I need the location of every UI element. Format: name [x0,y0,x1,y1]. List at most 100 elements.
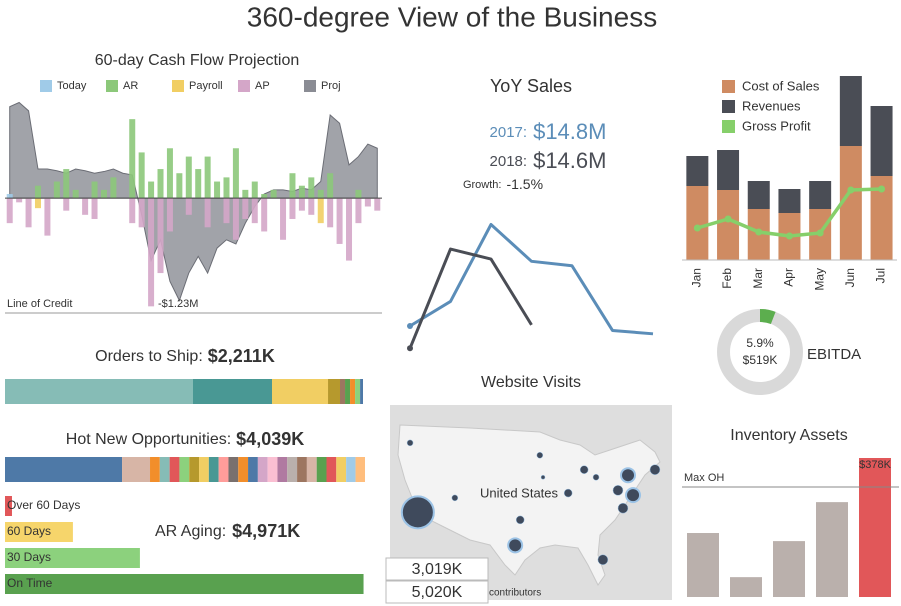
cash-bar [204,198,211,228]
legend-swatch [722,80,735,93]
cash-bar [346,198,353,261]
aging-label: On Time [7,576,53,590]
cash-bar [100,189,107,199]
segment [336,457,347,482]
donut-amount: $519K [743,353,778,367]
profit-point [693,224,701,232]
visit-bubble [579,465,589,474]
cash-bar [327,173,334,199]
donut-arc [759,309,776,325]
inventory-bar [859,458,891,597]
cash-bar [195,169,202,199]
section-title-label: AR Aging: [155,523,226,540]
cash-bar [317,189,324,199]
kpi-value: 5,020K [412,584,463,601]
cash-bar [82,198,89,215]
cash-bar [148,198,155,307]
aging-bar [5,548,140,568]
cash-bar [63,198,70,211]
legend-swatch [238,80,250,92]
visit-bubble [451,494,459,502]
profit-point [785,232,793,240]
segment [179,457,190,482]
visit-bubble [540,475,546,480]
segment [355,379,361,404]
segment [189,457,200,482]
sales-line [408,247,533,349]
legend-label: Today [57,80,87,92]
stacked-bar [870,106,893,176]
visit-bubble [507,537,524,554]
cash-bar [336,198,343,244]
cash-bar [138,152,145,199]
segment [277,457,288,482]
kpi-box [385,580,489,604]
segment [5,457,123,482]
cash-bar [72,189,79,199]
kpi-value: 3,019K [412,561,463,578]
cash-bar [91,181,98,199]
cash-bar [374,198,381,211]
cash-bar [308,198,315,215]
cash-bar [6,194,13,199]
visit-bubble [563,488,573,498]
chart-title: Website Visits [481,374,581,391]
segment [346,457,356,482]
segment [355,457,365,482]
cash-bar [232,198,239,240]
cash-bar [157,169,164,199]
stacked-bar [717,150,740,190]
kpi-label: 2018: [490,153,528,170]
visit-bubble [620,467,637,484]
cash-bar [138,198,145,228]
cash-bar [204,156,211,199]
legend-swatch [106,80,118,92]
cash-bar [298,198,305,211]
section-title-label: Orders to Ship: [95,348,203,365]
cash-bar [185,198,192,215]
cash-bar [261,198,268,232]
cash-bar [6,198,13,224]
legend-swatch [722,100,735,113]
segment [267,457,278,482]
kpi-value: $14.6M [533,148,606,173]
cash-bar [280,198,287,240]
segment [218,457,229,482]
segment [199,457,209,482]
cash-bar [34,198,41,209]
cash-bar [355,198,362,224]
segment [257,457,268,482]
segment [5,379,193,404]
cash-bar [298,185,305,199]
segment [208,457,219,482]
reference-label: Max OH [684,472,724,484]
section-total: $4,971K [232,521,300,541]
growth-value: -1.5% [506,176,543,192]
segment [248,457,258,482]
x-tick-label: Jan [690,268,704,287]
cash-bar [317,198,324,224]
cash-bar [129,198,136,224]
segment [297,457,307,482]
chart-title: 60-day Cash Flow Projection [95,52,300,69]
visit-bubble [612,485,624,496]
sales-line [409,223,654,336]
profit-point [816,229,824,237]
inventory-bar [773,541,805,597]
attribution: contributors [489,588,541,599]
cash-bar [261,194,268,199]
cash-bar [270,189,277,199]
cash-bar [327,198,334,228]
inventory-bar [687,533,719,597]
segment [306,457,317,482]
cash-bar [214,181,221,199]
donut-label: EBITDA [807,346,861,363]
stacked-bar [747,181,770,209]
section-title: Orders to Ship: $2,211K [95,346,275,366]
cash-bar [44,198,51,236]
cash-bar [364,198,371,207]
legend-label: Proj [321,80,341,92]
stacked-bar [778,189,801,213]
cash-bar [110,177,117,199]
visit-bubble [617,502,629,514]
